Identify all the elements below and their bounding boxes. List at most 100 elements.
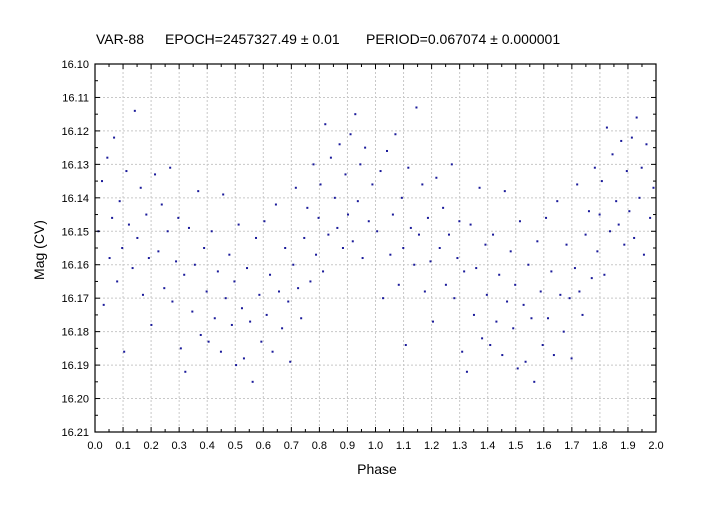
data-point: [347, 213, 350, 216]
data-point: [550, 270, 553, 273]
data-point: [265, 313, 268, 316]
data-point: [251, 380, 254, 383]
data-point: [442, 206, 445, 209]
data-point: [125, 170, 128, 173]
x-tick-label: 0.9: [340, 440, 355, 452]
data-point: [407, 166, 410, 169]
data-point: [503, 190, 506, 193]
data-point: [484, 243, 487, 246]
data-point: [598, 213, 601, 216]
y-tick-label: 16.11: [62, 92, 89, 104]
data-point: [481, 337, 484, 340]
data-point: [297, 287, 300, 290]
data-point: [224, 297, 227, 300]
data-point: [397, 283, 400, 286]
data-point: [620, 139, 623, 142]
data-point: [429, 260, 432, 263]
data-point: [400, 196, 403, 199]
data-point: [492, 233, 495, 236]
x-tick-label: 1.3: [452, 440, 467, 452]
data-point: [465, 370, 468, 373]
data-point: [317, 216, 320, 219]
data-point: [539, 290, 542, 293]
data-point: [635, 116, 638, 119]
data-point: [242, 357, 245, 360]
data-point: [584, 233, 587, 236]
data-point: [349, 133, 352, 136]
x-tick-label: 0.4: [200, 440, 215, 452]
data-point: [230, 323, 233, 326]
data-point: [603, 273, 606, 276]
data-point: [409, 226, 412, 229]
data-point: [545, 216, 548, 219]
data-point: [402, 247, 405, 249]
data-point: [426, 216, 429, 219]
data-point: [228, 253, 231, 256]
data-point: [568, 297, 571, 300]
data-point: [177, 216, 180, 219]
data-point: [207, 340, 210, 343]
x-tick-label: 0.1: [115, 440, 130, 452]
data-point: [249, 320, 252, 323]
data-point: [284, 247, 287, 249]
data-point: [327, 233, 330, 236]
data-point: [432, 320, 434, 323]
data-point: [642, 253, 645, 256]
y-tick-label: 16.17: [61, 293, 89, 305]
data-point: [578, 290, 581, 293]
data-point: [596, 250, 599, 253]
data-point: [263, 220, 266, 223]
data-point: [649, 216, 652, 219]
data-point: [136, 236, 139, 239]
data-point: [367, 220, 370, 223]
data-point: [541, 344, 544, 347]
data-point: [570, 357, 573, 360]
data-point: [423, 290, 426, 293]
data-point: [478, 186, 481, 189]
data-point: [573, 267, 576, 270]
data-point: [590, 277, 593, 280]
data-point: [382, 297, 385, 300]
data-point: [593, 166, 596, 169]
x-tick-label: 1.0: [368, 440, 383, 452]
data-point: [183, 273, 186, 276]
data-point: [344, 173, 347, 176]
data-point: [469, 223, 472, 226]
data-point: [287, 300, 290, 303]
data-point: [501, 354, 504, 357]
data-point: [260, 340, 263, 343]
data-point: [559, 293, 562, 296]
data-point: [341, 247, 344, 249]
data-point: [222, 193, 225, 196]
y-tick-label: 16.19: [61, 360, 89, 372]
data-point: [127, 223, 130, 226]
data-point: [516, 367, 519, 370]
data-point: [246, 267, 249, 270]
data-point: [489, 344, 492, 347]
data-point: [645, 143, 648, 146]
axis-ticks: 0.0 0.1 0.2 0.3 0.4 0.5 0.6 0.7 0.8 0.9 1.0 1.1 1.2 1…: [61, 59, 663, 452]
data-point: [338, 143, 341, 146]
data-point: [210, 230, 213, 233]
data-point: [216, 270, 219, 273]
data-point: [118, 200, 121, 203]
data-point: [605, 126, 608, 129]
data-point: [306, 206, 309, 209]
data-point: [376, 230, 379, 233]
y-tick-label: 16.18: [61, 327, 89, 339]
data-point: [111, 216, 114, 219]
data-point: [611, 153, 614, 156]
y-tick-label: 16.16: [61, 260, 89, 272]
data-point: [404, 344, 407, 347]
data-point: [461, 350, 464, 353]
data-point: [615, 200, 618, 203]
x-tick-label: 2.0: [648, 440, 663, 452]
data-point: [333, 196, 336, 199]
data-point: [329, 156, 332, 159]
data-point: [274, 203, 277, 206]
data-point: [514, 283, 517, 286]
data-point: [444, 283, 447, 286]
data-point: [303, 236, 306, 239]
data-point: [600, 180, 603, 183]
data-point: [495, 320, 498, 323]
